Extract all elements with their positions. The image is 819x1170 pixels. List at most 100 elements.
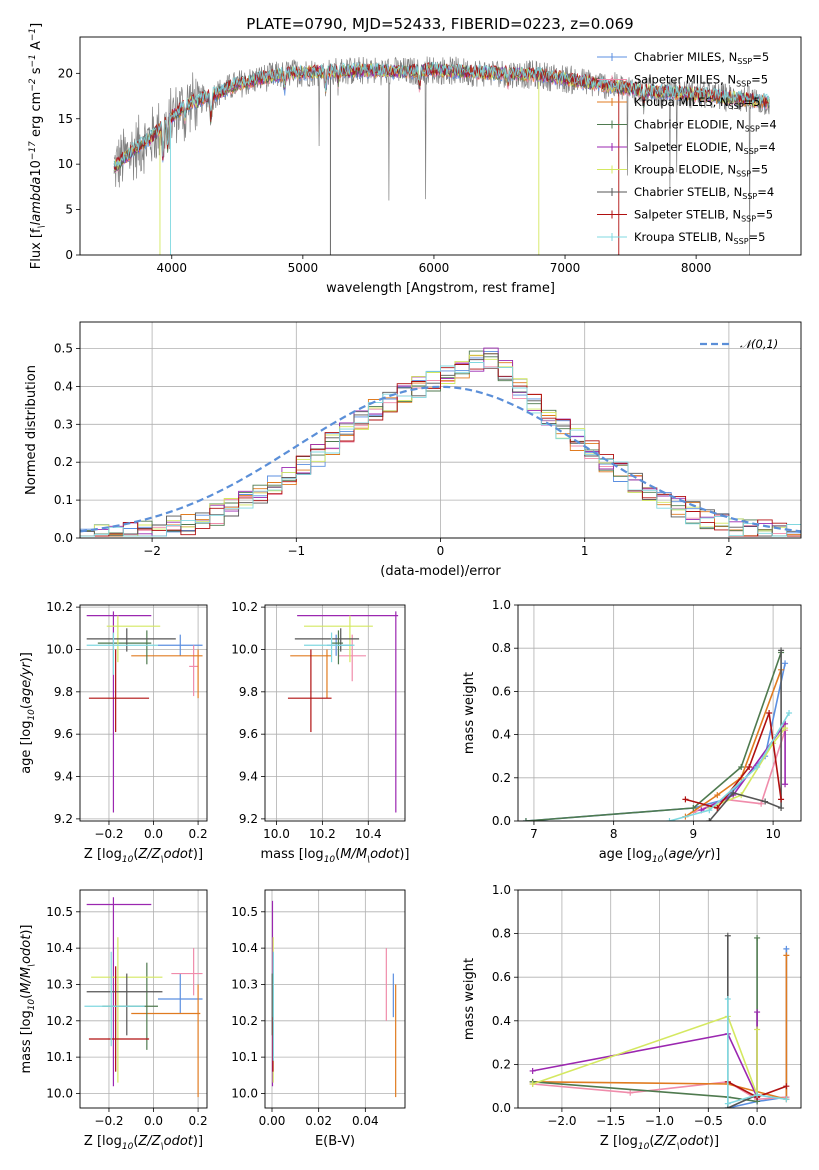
y-tick-label: 9.4 [239, 770, 258, 784]
weight-marker-kroupa-stelib [666, 818, 673, 821]
axes-residuals: −2 −1 0 1 2 0.0 0.1 0.2 0.3 0.4 0.5 (data-model)/er… [24, 321, 802, 579]
x-axis-label: age [log10(age/yr)] [599, 847, 721, 865]
weight-marker-kroupa-miles [714, 792, 721, 799]
y-tick-label: 9.6 [54, 727, 73, 741]
y-tick-label: 10.0 [231, 642, 258, 656]
plot-area-spectrum [113, 56, 770, 255]
y-tick-label: 10.2 [231, 600, 258, 614]
axes-age-vs-mass: 10.0 10.2 10.4 9.2 9.4 9.6 9.8 10.0 10.2 mass [lo… [231, 600, 409, 865]
legend-label-salpeter-miles: Salpeter MILES, NSSP=5 [634, 73, 768, 89]
y-tick-label: 10.1 [231, 1050, 258, 1064]
weight-marker-chabrier-stelib [724, 932, 731, 939]
weight-marker-chabrier-elodie [738, 764, 745, 770]
axes-frame [517, 604, 802, 822]
x-tick-label: 0.04 [352, 1114, 379, 1128]
spectrum-model-kroupa-stelib [113, 61, 770, 167]
spectrum-legend: Chabrier MILES, NSSP=5 Salpeter MILES, NS… [597, 50, 777, 246]
x-axis-label: E(B-V) [315, 1134, 355, 1149]
y-tick-label: 10 [58, 157, 73, 171]
y-axis-label: age [log10(age/yr)] [19, 652, 37, 774]
plot-area-age-vs-Z [86, 611, 203, 813]
errorbar-kroupa-stelib [86, 632, 158, 675]
axes-frame [79, 36, 802, 256]
y-tick-label: 0 [65, 248, 73, 262]
x-axis-label: (data-model)/error [380, 564, 501, 579]
weight-marker-kroupa-stelib [724, 1100, 731, 1107]
y-tick-label: 0.0 [54, 531, 73, 545]
axes-mass-vs-ebv: 0.00 0.02 0.04 10.0 10.1 10.2 10.3 10.4 10.5 E(B-… [231, 889, 406, 1149]
x-tick-label: −0.5 [694, 1114, 723, 1128]
legend-label-salpeter-elodie: Salpeter ELODIE, NSSP=4 [634, 140, 776, 156]
x-tick-label: 4000 [156, 261, 187, 275]
y-tick-label: 0.2 [54, 455, 73, 469]
legend-label-kroupa-stelib: Kroupa STELIB, NSSP=5 [634, 230, 765, 246]
y-tick-label: 0.1 [54, 493, 73, 507]
x-tick-label: 10.2 [309, 827, 336, 841]
weight-marker-salpeter-elodie [754, 1009, 761, 1016]
weight-marker-kroupa-stelib [786, 710, 793, 716]
y-tick-label: 10.1 [46, 1050, 73, 1064]
weight-marker-salpeter-stelib [778, 796, 785, 803]
plot-area-mass-vs-ebv [271, 900, 397, 1098]
y-tick-label: 1.0 [492, 598, 511, 612]
plot-area-residuals [80, 347, 801, 538]
weight-marker-chabrier-elodie [522, 818, 529, 821]
histogram-kroupa-stelib [80, 362, 801, 538]
y-tick-label: 0.0 [492, 1101, 511, 1115]
axes-frame [79, 889, 208, 1109]
weight-marker-kroupa-stelib [783, 1096, 790, 1103]
legend-label-salpeter-stelib: Salpeter STELIB, NSSP=5 [634, 208, 773, 224]
weight-line-chabrier-stelib [726, 935, 758, 1108]
y-tick-label: 10.4 [231, 941, 258, 955]
plot-area-age-vs-mass [287, 611, 399, 813]
x-tick-label: −1.0 [645, 1114, 674, 1128]
legend-label-kroupa-elodie: Kroupa ELODIE, NSSP=5 [634, 163, 768, 179]
y-tick-label: 0.6 [492, 684, 511, 698]
errorbar-salpeter-miles [338, 634, 366, 682]
weight-marker-chabrier-stelib [778, 805, 785, 812]
weight-marker-kroupa-elodie [754, 1026, 761, 1033]
y-tick-label: 10.5 [46, 905, 73, 919]
plot-area-weight-vs-Z [529, 932, 790, 1108]
y-tick-label: 0.4 [492, 1014, 511, 1028]
weight-marker-chabrier-stelib [730, 789, 737, 796]
x-tick-label: 6000 [419, 261, 450, 275]
y-tick-label: 10.2 [46, 1014, 73, 1028]
x-tick-label: 10.4 [355, 827, 382, 841]
weight-marker-salpeter-miles [627, 1089, 634, 1096]
weight-marker-salpeter-stelib [766, 710, 773, 716]
errorbar-salpeter-miles [171, 948, 203, 996]
axes-frame [79, 321, 802, 539]
weight-marker-salpeter-miles [758, 800, 765, 807]
weight-line-chabrier-elodie [525, 652, 782, 821]
weight-line-chabrier-miles [525, 663, 786, 821]
y-tick-label: 10.5 [231, 905, 258, 919]
y-tick-label: 0.0 [492, 814, 511, 828]
legend-label-gaussian: 𝒩(0,1) [740, 337, 778, 351]
weight-marker-salpeter-elodie [529, 1067, 536, 1074]
errorbar-kroupa-stelib [84, 951, 145, 1047]
y-tick-label: 0.2 [492, 771, 511, 785]
axes-frame [264, 889, 406, 1109]
y-tick-label: 10.3 [231, 977, 258, 991]
x-tick-label: 0.2 [189, 827, 208, 841]
x-tick-label: 0.0 [144, 1114, 163, 1128]
y-tick-label: 0.8 [492, 641, 511, 655]
weight-marker-chabrier-miles [782, 660, 789, 667]
x-axis-label: Z [log10(Z/Z\odot)] [84, 847, 203, 865]
axes-mass-vs-Z: −0.2 0.0 0.2 10.0 10.1 10.2 10.3 10.4 10.5 Z [log… [19, 889, 208, 1152]
y-tick-label: 9.8 [239, 685, 258, 699]
y-tick-label: 10.0 [231, 1086, 258, 1100]
y-axis-label: mass weight [462, 672, 477, 754]
weight-line-kroupa-stelib [669, 712, 790, 821]
weight-marker-chabrier-miles [783, 945, 790, 952]
x-axis-label: mass [log10(M/M\odot)] [260, 847, 409, 865]
y-tick-label: 9.4 [54, 770, 73, 784]
errorbar-kroupa-miles [131, 649, 203, 699]
x-tick-label: 5000 [288, 261, 319, 275]
weight-marker-kroupa-elodie [529, 1081, 536, 1088]
weight-marker-kroupa-stelib [754, 1091, 761, 1098]
y-tick-label: 10.0 [46, 1086, 73, 1100]
x-axis-label: Z [log10(Z/Z\odot)] [84, 1134, 203, 1152]
